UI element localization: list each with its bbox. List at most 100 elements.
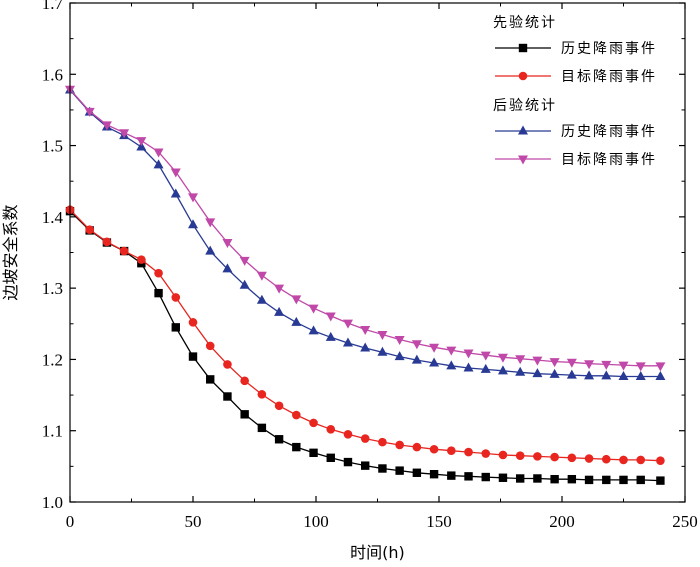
data-point (515, 451, 525, 460)
data-point (360, 434, 370, 443)
data-point (394, 351, 405, 361)
data-point (567, 453, 577, 463)
legend-item: 目标降雨事件 (495, 69, 655, 85)
data-point (137, 255, 146, 264)
data-point (154, 268, 163, 278)
data-point (515, 474, 525, 483)
tick-labels: 0 50 100 150 200 250 1.0 1.1 1.2 1.3 1.4 1.5 1.6 1.7 (42, 0, 698, 531)
data-point (378, 464, 387, 473)
data-point (326, 424, 336, 434)
data-point (412, 442, 422, 452)
data-point (497, 365, 508, 375)
data-point (325, 312, 336, 322)
data-point (377, 330, 388, 340)
legend-group-title: 后验统计 (493, 98, 557, 114)
data-point (481, 472, 490, 482)
data-point (584, 370, 595, 380)
data-point (515, 366, 526, 376)
data-point (205, 341, 215, 351)
data-point (274, 435, 284, 444)
data-point (153, 159, 164, 169)
data-point (119, 129, 130, 139)
data-point (498, 473, 508, 482)
data-point (342, 337, 353, 347)
y-tick-label: 1.5 (42, 137, 63, 156)
data-point (429, 357, 440, 367)
data-point (154, 288, 163, 298)
legend-item: 历史降雨事件 (495, 124, 655, 140)
data-point (655, 371, 666, 381)
legend-label: 历史降雨事件 (561, 41, 657, 57)
data-point (429, 469, 439, 479)
x-tick-label: 50 (185, 512, 202, 531)
legend-marker (518, 155, 528, 165)
legend-item: 历史降雨事件 (495, 41, 657, 57)
data-point (274, 401, 284, 411)
data-point (619, 455, 628, 465)
data-point (656, 476, 665, 485)
data-point (463, 349, 474, 359)
data-point (584, 475, 594, 485)
data-point (188, 219, 198, 229)
data-point (223, 360, 232, 369)
data-point (343, 457, 353, 467)
data-point (292, 410, 301, 420)
y-tick-label: 1.3 (42, 279, 63, 298)
data-point (601, 454, 611, 464)
data-point (464, 447, 473, 457)
data-point (411, 354, 422, 364)
y-tick-label: 1.1 (42, 422, 63, 441)
data-point (84, 107, 95, 117)
data-point (446, 360, 457, 370)
data-point (464, 472, 473, 481)
data-point (549, 368, 560, 378)
y-tick-label: 1.2 (42, 350, 63, 369)
data-point (308, 325, 319, 335)
data-point (601, 360, 612, 370)
plot-series (65, 84, 666, 485)
data-point (533, 452, 542, 461)
data-point (636, 475, 645, 485)
data-point (291, 295, 302, 305)
legend-item: 目标降雨事件 (495, 152, 655, 168)
data-point (101, 121, 112, 131)
data-point (308, 304, 319, 314)
data-point (170, 188, 181, 198)
data-point (532, 356, 543, 366)
data-point (171, 293, 181, 302)
data-point (515, 355, 526, 365)
data-point (498, 450, 508, 460)
data-point (85, 225, 94, 234)
data-point (618, 371, 629, 381)
y-tick-label: 1.4 (42, 208, 64, 227)
data-point (223, 392, 232, 401)
data-point (566, 369, 577, 379)
legend-group-title: 先验统计 (493, 15, 557, 31)
y-tick-label: 1.6 (42, 65, 63, 84)
data-point (584, 454, 594, 463)
y-axis-label: 边坡安全系数 (1, 204, 20, 300)
data-point (325, 331, 336, 341)
data-point (309, 448, 318, 458)
data-point (497, 353, 508, 363)
data-point (412, 468, 422, 477)
data-point (256, 271, 267, 281)
data-point (655, 362, 666, 372)
series-line (69, 209, 661, 462)
data-point (378, 437, 387, 447)
data-point (635, 371, 646, 381)
data-point (618, 361, 629, 371)
data-point (567, 474, 577, 484)
data-point (188, 318, 198, 327)
data-point (395, 466, 404, 475)
data-point (257, 423, 267, 433)
data-point (480, 351, 491, 361)
data-point (602, 475, 611, 485)
series-2 (65, 205, 665, 465)
data-point (601, 370, 612, 380)
data-point (550, 474, 559, 484)
data-point (566, 358, 577, 368)
data-point (102, 237, 112, 247)
